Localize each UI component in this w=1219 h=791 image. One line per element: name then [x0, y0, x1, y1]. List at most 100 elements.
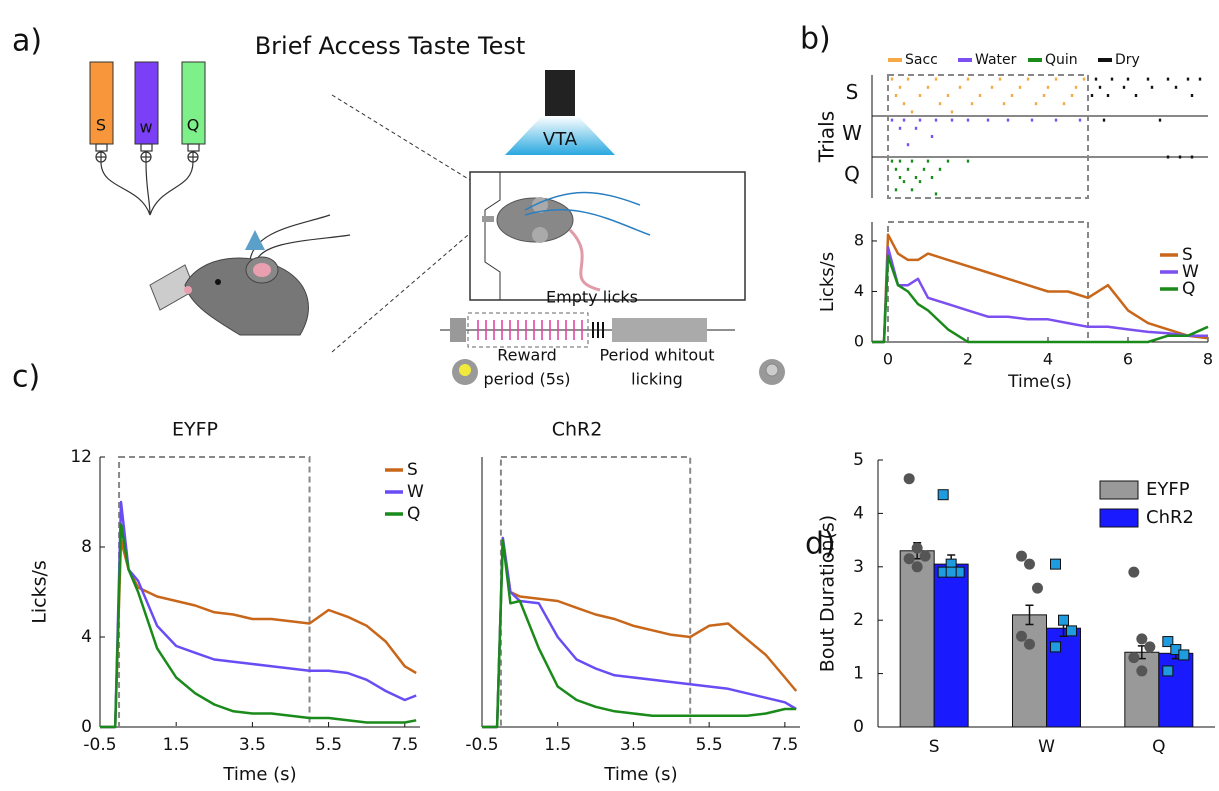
y-tick-label: 12: [70, 447, 92, 467]
y-tick-label: 1: [853, 664, 864, 684]
lick-tick: [1134, 94, 1138, 97]
data-point: [1016, 550, 1027, 562]
lick-tick: [1070, 94, 1074, 97]
lick-tick: [1054, 118, 1058, 122]
legend-label: ChR2: [1146, 507, 1194, 528]
data-point: [1136, 665, 1148, 677]
lick-tick: [966, 159, 970, 163]
lick-tick: [930, 176, 934, 179]
zoom-line: [331, 94, 471, 353]
lick-tick: [898, 176, 902, 179]
lick-tick: [950, 110, 954, 114]
data-point: [1128, 566, 1140, 578]
lick-tick: [918, 118, 922, 122]
x-tick-label: S: [929, 737, 940, 757]
y-axis-label: Bout Duration(s): [817, 515, 839, 672]
lick-tick: [930, 135, 934, 138]
x-tick-label: 8: [1203, 350, 1213, 369]
legend-label: Quin: [1045, 52, 1078, 68]
line: [872, 233, 1209, 344]
data-point: [1162, 665, 1174, 677]
lick-tick: [926, 85, 930, 89]
x-tick-label: 3.5: [620, 735, 647, 755]
lick-tick: [906, 167, 910, 171]
lick-tick: [1030, 118, 1034, 122]
x-axis-label: Time (s): [222, 764, 296, 785]
x-tick-label: 0: [883, 350, 893, 369]
legend-swatch: [1099, 480, 1139, 500]
reward-window: [887, 221, 1089, 343]
data-point: [937, 489, 949, 501]
lick-tick: [1102, 118, 1106, 122]
lick-tick: [1010, 94, 1014, 97]
legend-label: Water: [975, 52, 1017, 68]
lick-tick: [966, 118, 970, 122]
line: [482, 539, 797, 729]
line: [482, 536, 798, 729]
bar: [1012, 614, 1047, 728]
x-tick-label: -0.5: [83, 735, 116, 755]
lick-tick: [934, 77, 938, 81]
data-point: [1024, 558, 1035, 570]
lick-tick: [938, 167, 942, 171]
panel-label: b): [800, 22, 831, 57]
lick-tick: [1062, 102, 1066, 106]
data-point: [1050, 558, 1061, 570]
panel-label: c): [12, 360, 40, 395]
lick-tick: [934, 118, 938, 122]
data-point: [1024, 638, 1035, 650]
lick-tick: [898, 85, 902, 89]
lick-tick: [1094, 77, 1098, 81]
lick-tick: [958, 85, 962, 89]
y-axis-label: Licks/s: [29, 560, 51, 624]
x-tick-label: 4: [1043, 350, 1053, 369]
x-tick-label: -0.5: [465, 735, 498, 755]
y-tick-label: 0: [854, 332, 864, 351]
data-point: [1136, 633, 1148, 645]
lick-tick: [1026, 77, 1030, 81]
lick-tick: [890, 77, 894, 81]
line: [872, 246, 1208, 344]
lick-tick: [1166, 155, 1170, 159]
timeline: [440, 312, 785, 385]
lick-tick: [1186, 77, 1190, 81]
lick-tick: [890, 159, 894, 163]
lick-tick: [1178, 155, 1182, 159]
timeline-label: Reward: [497, 346, 557, 365]
legend-label: Q: [1182, 279, 1195, 299]
data-point: [945, 566, 957, 578]
lick-tick: [1158, 118, 1162, 122]
lick-tick: [894, 188, 898, 192]
data-point: [1178, 649, 1190, 661]
lick-tick: [950, 118, 954, 122]
lick-tick: [938, 102, 942, 106]
lick-tick: [1198, 77, 1202, 81]
group-label: S: [846, 80, 859, 104]
bar: [899, 550, 935, 728]
lick-tick: [1082, 77, 1086, 81]
x-tick-label: 3.5: [239, 735, 266, 755]
lick-tick: [1106, 94, 1110, 97]
y-tick-label: 8: [81, 537, 92, 557]
y-tick-label: 5: [853, 450, 864, 470]
lick-tick: [934, 192, 938, 196]
lick-tick: [1018, 85, 1022, 89]
lick-tick: [946, 159, 950, 163]
data-point: [1162, 636, 1174, 648]
y-axis-label: Trials: [815, 111, 839, 163]
arena-mouse: [482, 191, 651, 292]
lick-tick: [902, 102, 906, 106]
lick-tick: [894, 94, 898, 97]
lick-tick: [918, 180, 922, 184]
data-point: [1128, 652, 1140, 664]
lick-tick: [1006, 118, 1010, 122]
x-tick-label: W: [1038, 737, 1055, 757]
line: [872, 254, 1209, 344]
lick-tick: [1126, 77, 1130, 81]
lick-tick: [918, 94, 922, 97]
y-tick-label: 0: [853, 717, 864, 737]
data-point: [903, 473, 915, 485]
bar: [933, 563, 969, 728]
reward-window: [887, 74, 1089, 199]
